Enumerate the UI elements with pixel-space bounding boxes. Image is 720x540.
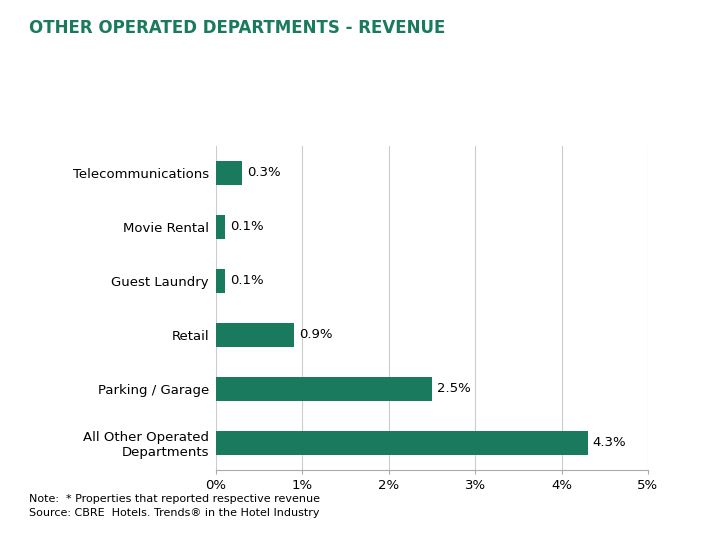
Text: OTHER OPERATED DEPARTMENTS - REVENUE: OTHER OPERATED DEPARTMENTS - REVENUE <box>29 19 445 37</box>
Text: 2.5%: 2.5% <box>437 382 471 395</box>
Bar <box>216 214 225 239</box>
Bar <box>216 160 242 185</box>
Text: 2016 Percent of Total Hotel Revenue: 2016 Percent of Total Hotel Revenue <box>37 39 279 52</box>
Bar <box>216 377 432 401</box>
Text: 4.3%: 4.3% <box>593 436 626 449</box>
Text: Source: CBRE  Hotels. Trends® in the Hotel Industry: Source: CBRE Hotels. Trends® in the Hote… <box>29 508 319 518</box>
Text: 0.3%: 0.3% <box>247 166 281 179</box>
Text: 0.1%: 0.1% <box>230 274 264 287</box>
Text: 0.1%: 0.1% <box>230 220 264 233</box>
Bar <box>216 268 225 293</box>
Text: 0.9%: 0.9% <box>299 328 333 341</box>
Bar <box>216 431 588 455</box>
Text: Note:  * Properties that reported respective revenue: Note: * Properties that reported respect… <box>29 494 320 504</box>
Bar <box>216 323 294 347</box>
